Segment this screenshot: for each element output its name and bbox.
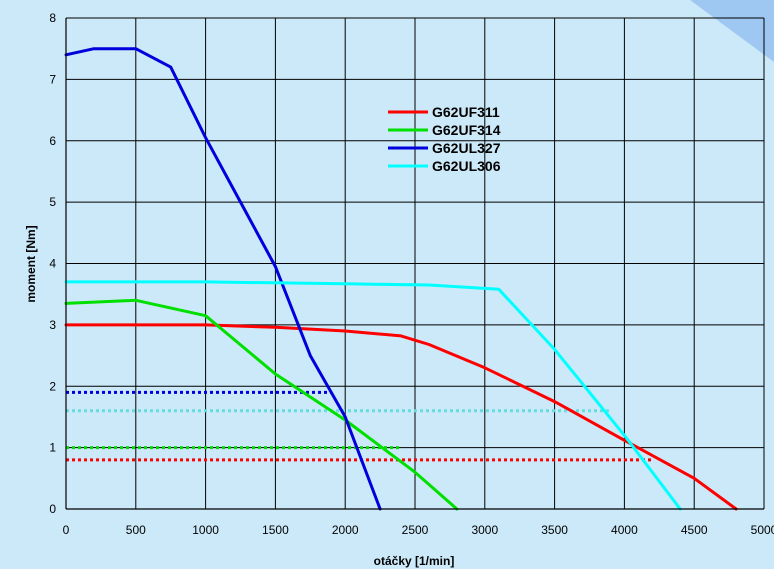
x-tick-label: 3000 xyxy=(471,523,498,537)
legend-label: G62UF311 xyxy=(432,104,500,120)
background-decoration xyxy=(690,0,774,62)
x-tick-label: 2500 xyxy=(402,523,429,537)
legend: G62UF311 G62UF314 G62UL327 G62UL306 xyxy=(388,104,501,174)
reference-lines xyxy=(66,390,653,462)
x-axis-title: otáčky [1/min] xyxy=(374,554,455,568)
x-tick-label: 1500 xyxy=(262,523,289,537)
y-tick-label: 2 xyxy=(49,379,56,393)
grid xyxy=(66,17,765,509)
x-tick-label: 5000 xyxy=(751,523,774,537)
x-tick-label: 1000 xyxy=(192,523,219,537)
legend-label: G62UF314 xyxy=(432,122,501,138)
legend-label: G62UL306 xyxy=(432,158,501,174)
y-tick-label: 7 xyxy=(49,72,56,86)
series-line-g62ul306 xyxy=(64,280,682,511)
series-line-g62uf311 xyxy=(64,323,738,511)
x-tick-label: 4000 xyxy=(611,523,638,537)
y-tick-label: 4 xyxy=(49,257,56,271)
legend-label: G62UL327 xyxy=(432,140,501,156)
series-lines xyxy=(64,47,738,511)
y-tick-label: 1 xyxy=(49,441,56,455)
x-tick-label: 0 xyxy=(63,523,70,537)
axes: 0 1 2 3 4 5 6 7 8 0 500 1000 1500 2000 2500 3000 3500 400… xyxy=(49,11,774,537)
x-tick-label: 500 xyxy=(126,523,146,537)
y-tick-label: 3 xyxy=(49,318,56,332)
y-tick-label: 5 xyxy=(49,195,56,209)
x-tick-label: 2000 xyxy=(332,523,359,537)
x-tick-label: 4500 xyxy=(681,523,708,537)
y-axis-title: moment [Nm] xyxy=(24,225,38,302)
y-tick-label: 6 xyxy=(49,134,56,148)
x-tick-label: 3500 xyxy=(541,523,568,537)
y-tick-label: 0 xyxy=(49,502,56,516)
series-line-g62ul327 xyxy=(64,47,382,511)
y-tick-label: 8 xyxy=(49,11,56,25)
series-line-g62uf314 xyxy=(64,298,459,511)
